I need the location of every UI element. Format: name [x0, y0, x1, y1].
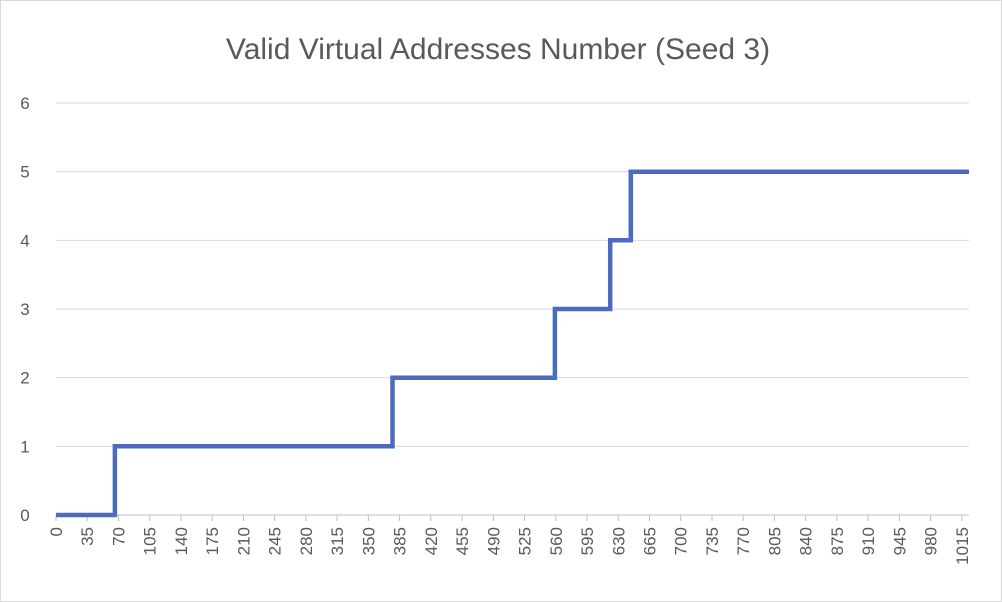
y-tick-label: 2: [20, 369, 29, 388]
x-tick-label: 1015: [953, 527, 972, 565]
gridlines: [56, 102, 969, 516]
y-tick-label: 0: [20, 506, 29, 525]
x-tick-label: 945: [890, 527, 909, 555]
y-tick-label: 3: [20, 300, 29, 319]
chart-title: Valid Virtual Addresses Number (Seed 3): [226, 33, 770, 66]
series-layer: [56, 169, 969, 518]
x-tick-label: 910: [859, 527, 878, 555]
x-tick-label: 630: [609, 527, 628, 555]
x-tick-label: 700: [672, 527, 691, 555]
y-axis-ticks: 0 1 2 3 4 5 6: [20, 94, 29, 525]
x-tick-label: 560: [547, 527, 566, 555]
y-tick-label: 5: [20, 163, 29, 182]
x-tick-label: 105: [141, 527, 160, 555]
x-tick-label: 140: [172, 527, 191, 555]
x-tick-label: 840: [797, 527, 816, 555]
x-tick-label: 805: [765, 527, 784, 555]
x-tick-label: 280: [297, 527, 316, 555]
y-tick-label: 6: [20, 94, 29, 113]
x-tick-label: 980: [922, 527, 941, 555]
x-tick-label: 175: [203, 527, 222, 555]
x-tick-label: 595: [578, 527, 597, 555]
x-tick-label: 455: [453, 527, 472, 555]
x-tick-label: 665: [640, 527, 659, 555]
x-tick-label: 770: [734, 527, 753, 555]
x-axis-ticks: 0 35 70 105 140 175 210 245 280 315 350 385 420 455 49…: [47, 515, 972, 565]
x-tick-label: 350: [359, 527, 378, 555]
y-tick-label: 4: [20, 231, 29, 250]
x-tick-label: 490: [484, 527, 503, 555]
x-tick-label: 525: [516, 527, 535, 555]
x-tick-label: 70: [109, 527, 128, 546]
x-tick-label: 245: [266, 527, 285, 555]
x-tick-label: 210: [234, 527, 253, 555]
x-tick-label: 0: [47, 527, 66, 536]
x-tick-label: 735: [703, 527, 722, 555]
x-tick-label: 35: [78, 527, 97, 546]
x-tick-label: 875: [828, 527, 847, 555]
x-tick-label: 315: [328, 527, 347, 555]
y-tick-label: 1: [20, 437, 29, 456]
x-tick-label: 385: [391, 527, 410, 555]
series-line-0: [56, 169, 969, 518]
x-tick-label: 420: [422, 527, 441, 555]
